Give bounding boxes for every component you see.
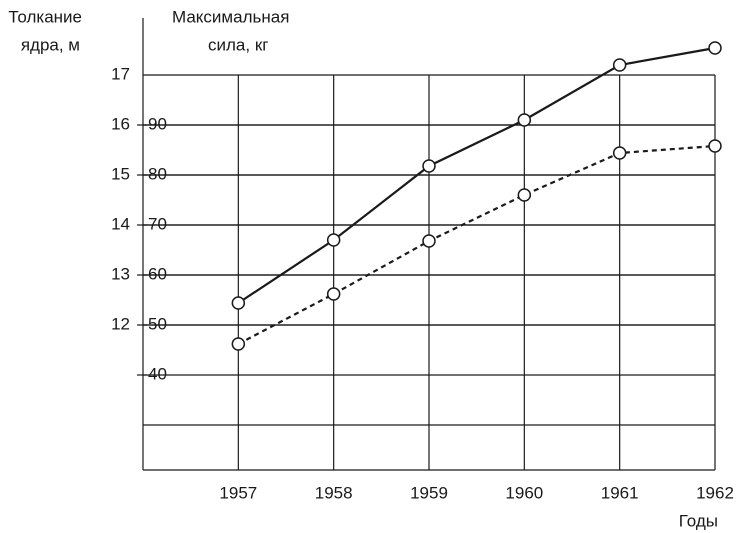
y-axis-label: ядра, м — [21, 35, 80, 54]
data-point — [708, 41, 722, 55]
data-point — [612, 58, 627, 72]
x-tick-label: 1957 — [219, 483, 257, 502]
y2-tick-label: 40 — [148, 364, 167, 383]
x-tick-label: 1962 — [696, 483, 734, 502]
data-point — [708, 139, 722, 153]
x-tick-label: 1959 — [410, 483, 448, 502]
y2-tick-label: 50 — [148, 314, 167, 333]
y2-axis-label: Максимальная — [172, 7, 289, 26]
y2-tick-label: 80 — [148, 164, 167, 183]
series-line — [237, 144, 716, 345]
y-tick-label: 12 — [111, 314, 130, 333]
data-point — [612, 146, 627, 160]
x-axis-label: Годы — [679, 511, 718, 530]
y2-tick-label: 60 — [148, 264, 167, 283]
data-point — [231, 337, 246, 351]
data-point — [517, 188, 532, 202]
y-tick-label: 15 — [111, 164, 130, 183]
data-point — [517, 113, 532, 127]
y2-axis-label: сила, кг — [208, 35, 268, 54]
data-point — [326, 233, 341, 247]
y-tick-label: 14 — [111, 214, 130, 233]
x-tick-label: 1958 — [315, 483, 353, 502]
data-point — [231, 296, 246, 310]
x-tick-label: 1960 — [505, 483, 543, 502]
y-tick-label: 17 — [111, 64, 130, 83]
y2-tick-label: 90 — [148, 114, 167, 133]
y-axis-label: Толкание — [8, 7, 82, 26]
series-line — [237, 46, 716, 304]
data-point — [422, 159, 436, 173]
y-tick-label: 13 — [111, 264, 130, 283]
data-point — [422, 234, 436, 248]
y-tick-label: 16 — [111, 114, 130, 133]
data-point — [326, 287, 341, 301]
y2-tick-label: 70 — [148, 214, 167, 233]
x-tick-label: 1961 — [601, 483, 639, 502]
